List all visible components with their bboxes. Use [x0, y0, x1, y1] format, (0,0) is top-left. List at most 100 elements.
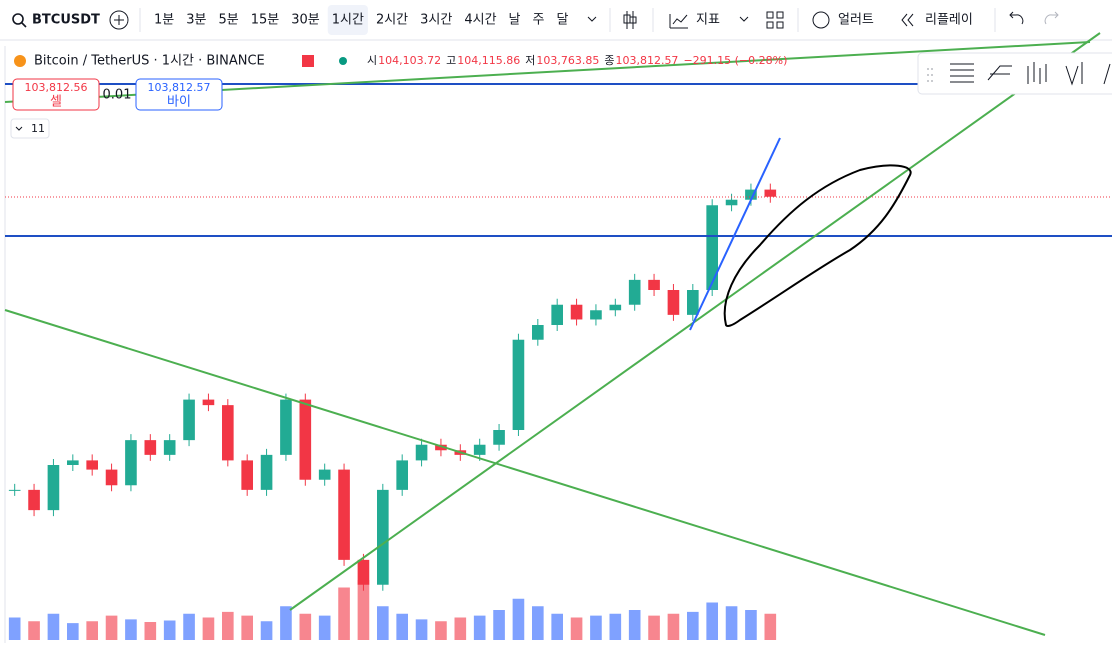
indicators-button[interactable]: 지표 [696, 13, 720, 28]
volume-bar [338, 587, 350, 640]
tool-fib[interactable] [950, 63, 974, 83]
ohlc-close-label: 종 [604, 54, 614, 67]
volume-bar [163, 620, 176, 640]
candle-body [163, 440, 176, 455]
candle-body [415, 444, 428, 461]
volume-bar [47, 613, 60, 640]
volume-bar [183, 613, 195, 640]
candle-body [435, 444, 447, 451]
ohlc-close: 103,812.57 [615, 54, 678, 67]
volume-bar [435, 621, 447, 640]
ohlc-high: 104,115.86 [457, 54, 520, 67]
candle-body [532, 325, 544, 340]
interval[interactable]: 2시간 [376, 13, 408, 28]
candle-body [493, 430, 505, 445]
chart-type-icon[interactable] [623, 11, 637, 29]
volume-bar [532, 606, 544, 640]
symbol[interactable]: BTCUSDT [32, 13, 100, 28]
tool-pattern[interactable] [1065, 62, 1083, 86]
interval-dropdown[interactable] [587, 16, 597, 22]
candle-body [28, 489, 40, 511]
volume-bar [628, 610, 641, 640]
alert-icon [812, 11, 830, 29]
candle-body [687, 290, 699, 315]
flag[interactable] [302, 55, 314, 67]
candle-body [667, 290, 680, 315]
tool-bars[interactable] [1027, 62, 1047, 84]
toolbar [0, 0, 1112, 40]
volume-bar [105, 615, 118, 640]
candle-body [628, 279, 641, 305]
ohlc-change: −291.15 (−0.28%) [683, 54, 787, 67]
market-status [339, 57, 347, 65]
freehand-shape [723, 164, 912, 327]
volume-bar [318, 615, 331, 640]
alerts-button[interactable]: 얼러트 [838, 13, 874, 28]
indicators-dropdown[interactable] [739, 16, 749, 22]
interval[interactable]: 30분 [291, 13, 320, 28]
volume-bar [396, 613, 408, 640]
indicators-count: 11 [31, 122, 45, 135]
interval[interactable]: 1시간 [332, 13, 364, 28]
interval-group: 1분 3분 5분 15분 30분 1시간 2시간 3시간 4시간 날 주 달 [154, 5, 568, 35]
interval-active [327, 5, 368, 35]
tool-channel[interactable] [987, 65, 1012, 81]
candle-body [105, 469, 118, 486]
candle-body [280, 399, 292, 455]
interval[interactable]: 달 [556, 13, 568, 28]
volume-bar [144, 622, 157, 640]
candle-body [512, 339, 525, 430]
interval[interactable]: 날 [509, 13, 521, 28]
spread: 0.01 [103, 88, 132, 103]
candle-body [609, 304, 622, 311]
interval[interactable]: 5분 [218, 13, 238, 28]
volume-bar [299, 613, 312, 640]
candle-body [86, 460, 98, 470]
candle-body [318, 469, 331, 480]
candle-body [396, 460, 408, 490]
drawing-toolbar [917, 52, 1112, 95]
candle-body [260, 454, 273, 490]
replay-button[interactable]: 리플레이 [925, 13, 973, 28]
interval[interactable]: 1분 [154, 13, 174, 28]
ohlc-low: 103,763.85 [536, 54, 599, 67]
volume-bar [609, 613, 622, 640]
candle-body [67, 460, 79, 465]
candle-body [8, 489, 21, 491]
add-symbol[interactable] [109, 10, 129, 30]
volume-bar [125, 619, 137, 640]
add-symbol-plus [114, 15, 124, 25]
volume-bar [551, 613, 563, 640]
candle-body [338, 469, 350, 560]
sell-button[interactable] [12, 78, 100, 111]
candle-body [377, 489, 389, 585]
candle-body [570, 304, 583, 320]
interval[interactable]: 4시간 [464, 13, 496, 28]
layout-icon[interactable] [766, 11, 784, 29]
indicators-toggle[interactable] [10, 118, 50, 139]
candle-body [745, 189, 757, 200]
volume-bar [377, 606, 389, 640]
redo[interactable] [1044, 11, 1059, 25]
drag-handle[interactable] [927, 68, 933, 82]
volume-bar [687, 611, 699, 640]
volume-bar [357, 580, 370, 640]
candle-body [125, 440, 137, 486]
search-icon-handle [21, 22, 27, 28]
volume-bar [745, 610, 757, 640]
search-icon[interactable] [12, 13, 24, 25]
interval[interactable]: 3시간 [420, 13, 452, 28]
volume-bar [493, 610, 505, 640]
interval[interactable]: 주 [533, 13, 545, 28]
undo[interactable] [1009, 11, 1024, 25]
volume-bar [28, 621, 40, 640]
candle-body [47, 465, 60, 511]
buy-price: 103,812.57 [148, 81, 211, 94]
interval[interactable]: 3분 [186, 13, 206, 28]
tool-pen[interactable] [1103, 63, 1111, 85]
interval[interactable]: 15분 [251, 13, 280, 28]
buy-button[interactable] [135, 78, 223, 111]
candle-body [202, 399, 215, 406]
